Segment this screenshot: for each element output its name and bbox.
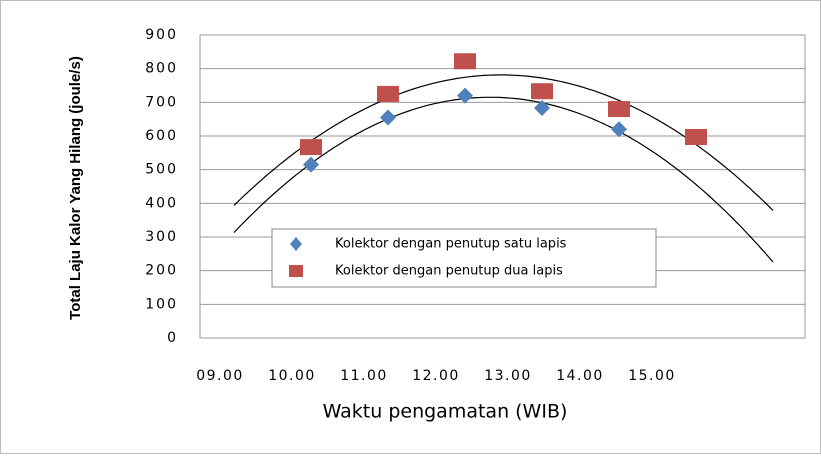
point (303, 156, 319, 173)
legend-label: Kolektor dengan penutup satu lapis (335, 237, 567, 252)
y-tick-label: 900 (145, 27, 178, 43)
y-tick-label: 500 (145, 162, 178, 178)
x-axis-title: Waktu pengamatan (WIB) (323, 401, 568, 423)
point (457, 87, 473, 104)
point (300, 139, 322, 156)
y-tick-label: 600 (145, 128, 178, 144)
x-tick-label: 09.00 (196, 368, 244, 384)
point (608, 101, 630, 118)
point (611, 121, 627, 138)
y-tick-label: 100 (145, 296, 178, 312)
trendline (233, 96, 774, 263)
legend-marker (289, 265, 303, 277)
y-tick-label: 700 (145, 94, 178, 110)
y-tick-label: 800 (145, 61, 178, 77)
legend (271, 228, 657, 288)
x-tick-label: 15.00 (628, 368, 676, 384)
trendline (233, 74, 774, 211)
x-tick-label: 14.00 (556, 368, 604, 384)
legend-marker (290, 237, 302, 251)
x-tick-label: 10.00 (268, 368, 316, 384)
point (531, 83, 553, 100)
legend-label: Kolektor dengan penutup dua lapis (335, 264, 563, 279)
point (685, 129, 707, 146)
point (377, 85, 399, 102)
y-tick-label: 200 (145, 263, 178, 279)
y-tick-label: 400 (145, 195, 178, 211)
x-tick-label: 12.00 (412, 368, 460, 384)
y-axis-title: Total Laju Kalor Yang Hilang (joule/s) (67, 56, 84, 320)
y-tick-label: 0 (167, 330, 178, 346)
x-tick-label: 13.00 (484, 368, 532, 384)
point (380, 109, 396, 126)
x-tick-label: 11.00 (340, 368, 388, 384)
point (534, 100, 550, 117)
y-tick-label: 300 (145, 229, 178, 245)
point (454, 53, 476, 70)
